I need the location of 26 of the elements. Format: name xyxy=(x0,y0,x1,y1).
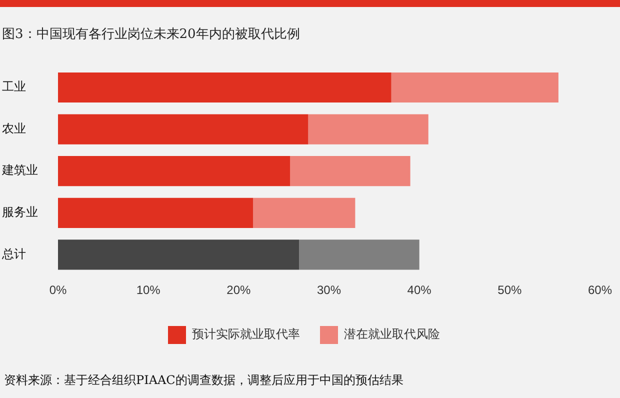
bar xyxy=(58,114,308,144)
x-tick-label: 20% xyxy=(226,283,251,298)
bar xyxy=(58,240,300,270)
bar xyxy=(253,198,356,228)
y-tick-label: 工业 xyxy=(2,80,26,94)
y-tick-label: 建筑业 xyxy=(1,163,38,178)
bar xyxy=(308,114,428,144)
x-tick-label: 10% xyxy=(136,283,161,298)
bar xyxy=(58,198,254,228)
chart-title: 图3：中国现有各行业岗位未来20年内的被取代比例 xyxy=(2,27,300,42)
bar xyxy=(58,156,290,186)
x-tick-label: 40% xyxy=(407,283,432,298)
y-tick-label: 总计 xyxy=(1,246,26,261)
bar xyxy=(58,72,392,103)
y-tick-label: 服务业 xyxy=(2,205,38,220)
legend-label: 预计实际就业取代率 xyxy=(192,327,300,342)
x-tick-label: 60% xyxy=(588,283,612,298)
x-tick-label: 0% xyxy=(49,283,67,298)
x-tick-label: 50% xyxy=(498,283,522,298)
x-tick-label: 30% xyxy=(316,283,342,298)
bar xyxy=(290,156,410,186)
legend-label: 潜在就业取代风险 xyxy=(344,327,440,342)
y-tick-label: 农业 xyxy=(2,121,26,136)
bar xyxy=(391,72,558,103)
bar xyxy=(299,240,420,270)
text: 资料来源：基于经合组织PIAAC的调查数据，调整后应用于中国的预估结果 xyxy=(4,373,404,387)
